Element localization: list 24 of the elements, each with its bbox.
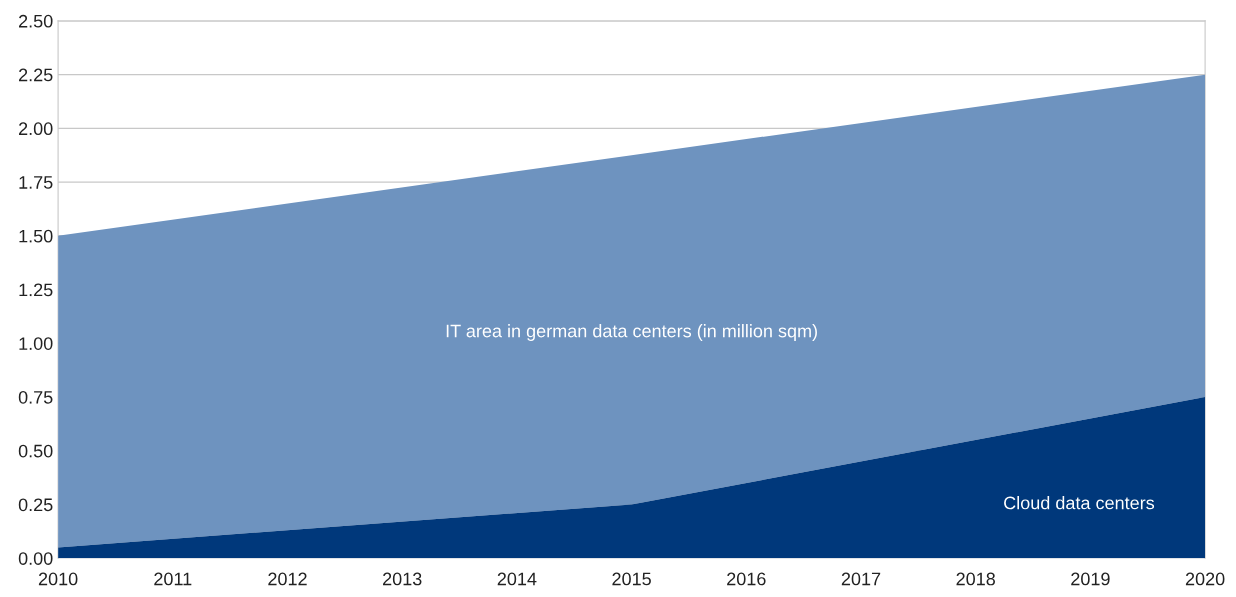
y-tick-label: 1.00 — [19, 337, 53, 350]
x-tick-label: 2013 — [383, 572, 422, 586]
y-tick-label: 0.50 — [18, 444, 53, 458]
x-tick-label: 2020 — [1185, 572, 1225, 586]
x-tick-label: 2010 — [38, 572, 78, 586]
y-tick-label: 0.75 — [18, 390, 53, 404]
x-tick-label: 2012 — [268, 572, 307, 586]
y-tick-label: 2.50 — [19, 14, 53, 28]
x-tick-label: 2018 — [956, 572, 995, 586]
y-tick-label: 1.50 — [19, 229, 53, 243]
y-tick-label: 0.00 — [18, 552, 53, 565]
x-tick-label: 2015 — [612, 572, 651, 586]
y-tick-label: 1.75 — [19, 176, 53, 189]
series-label: Cloud data centers — [1004, 496, 1155, 510]
x-tick-label: 2011 — [154, 572, 192, 586]
y-tick-label: 1.25 — [19, 283, 53, 297]
x-tick-label: 2017 — [841, 572, 881, 586]
y-tick-label: 0.25 — [18, 498, 53, 512]
x-tick-label: 2014 — [497, 572, 537, 586]
y-tick-label: 2.25 — [19, 68, 53, 82]
y-tick-label: 2.00 — [19, 122, 53, 136]
x-tick-label: 2016 — [727, 572, 766, 586]
series-label: IT area in german data centers (in million sqm) — [446, 324, 817, 341]
x-tick-label: 2019 — [1071, 572, 1110, 586]
